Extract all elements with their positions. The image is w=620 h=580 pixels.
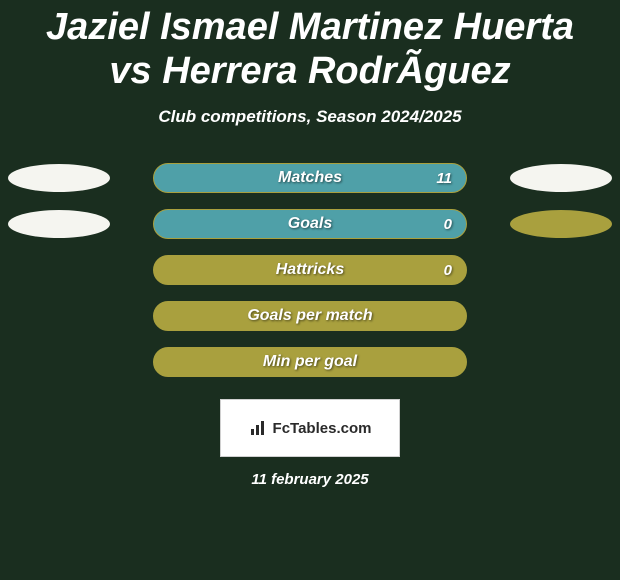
stat-label: Min per goal [154, 353, 466, 371]
stat-value-right: 0 [444, 216, 452, 233]
stat-bar: Matches11 [153, 163, 467, 193]
stat-row: Matches11 [0, 163, 620, 193]
stat-bar: Goals0 [153, 209, 467, 239]
right-marker-ellipse [510, 210, 612, 238]
stat-row: Goals0 [0, 209, 620, 239]
right-marker-ellipse [510, 164, 612, 192]
footer-date: 11 february 2025 [0, 471, 620, 488]
stat-rows: Matches11Goals0Hattricks0Goals per match… [0, 163, 620, 377]
left-marker-ellipse [8, 164, 110, 192]
stat-label: Hattricks [154, 261, 466, 279]
stat-label: Goals [154, 215, 466, 233]
stat-row: Goals per match [0, 301, 620, 331]
stat-value-right: 11 [436, 170, 452, 187]
stat-label: Goals per match [154, 307, 466, 325]
stat-row: Min per goal [0, 347, 620, 377]
bar-chart-icon [249, 419, 267, 437]
brand-text: FcTables.com [273, 420, 372, 437]
left-marker-ellipse [8, 210, 110, 238]
stat-bar: Hattricks0 [153, 255, 467, 285]
page-title: Jaziel Ismael Martinez Huerta vs Herrera… [0, 0, 620, 93]
stat-row: Hattricks0 [0, 255, 620, 285]
stat-label: Matches [154, 169, 466, 187]
stat-bar: Goals per match [153, 301, 467, 331]
brand-badge: FcTables.com [220, 399, 400, 457]
stat-value-right: 0 [444, 262, 452, 279]
subtitle: Club competitions, Season 2024/2025 [0, 107, 620, 127]
stat-bar: Min per goal [153, 347, 467, 377]
